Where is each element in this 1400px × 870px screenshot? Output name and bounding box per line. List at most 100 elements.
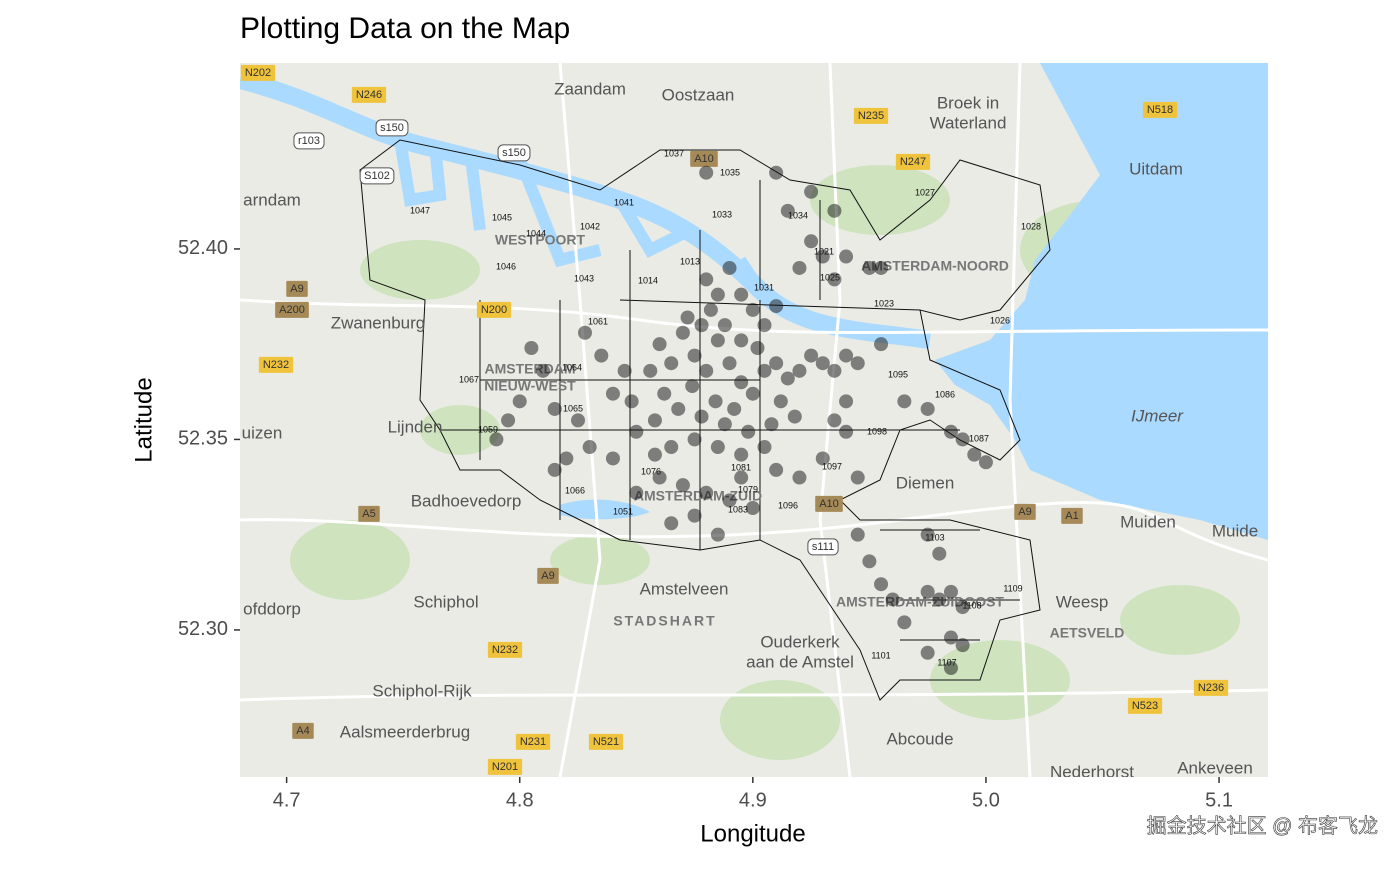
place-label: Zwanenburg [331, 313, 426, 332]
point [885, 592, 900, 607]
point [815, 451, 830, 466]
postcode: 1046 [496, 261, 516, 271]
district-label: NIEUW-WEST [484, 378, 576, 394]
point [862, 554, 877, 569]
point [675, 325, 690, 340]
postcode: 1076 [641, 466, 661, 476]
point [512, 394, 527, 409]
road-label: N523 [1132, 700, 1158, 712]
point [685, 379, 700, 394]
district-label: AMSTERDAM [485, 361, 576, 377]
point [741, 424, 756, 439]
road-label: s150 [502, 147, 526, 159]
road-label: A4 [296, 725, 309, 737]
point [780, 203, 795, 218]
postcode: 1087 [969, 433, 989, 443]
point [955, 638, 970, 653]
road-label: r103 [298, 135, 320, 147]
place-label: Muide [1212, 521, 1258, 540]
point [699, 363, 714, 378]
point [524, 340, 539, 355]
road-label: A9 [290, 283, 303, 295]
place-label: Schiphol [413, 592, 478, 611]
place-label: Ouderkerk [760, 632, 840, 651]
point [874, 260, 889, 275]
map: Zaandam Oostzaan Broek in Waterland Uitd… [240, 63, 1268, 777]
postcode: 1079 [738, 484, 758, 494]
point [647, 447, 662, 462]
road-shield [292, 722, 314, 739]
point [955, 432, 970, 447]
point [671, 401, 686, 416]
point [722, 493, 737, 508]
postcode: 1081 [731, 462, 751, 472]
point [694, 409, 709, 424]
place-label: Muiden [1120, 512, 1176, 531]
road-shield [1127, 697, 1163, 714]
point [657, 386, 672, 401]
road-shield [1014, 503, 1036, 520]
postcode: 1045 [492, 212, 512, 222]
place-label: Uitdam [1129, 159, 1183, 178]
watermark: 掘金技术社区 @ 布客飞龙 [1147, 814, 1378, 837]
postcode: 1059 [478, 424, 498, 434]
road-labels: N202 N246 r103 s150 s150 S102 N235 N247 … [240, 64, 1229, 775]
road-shield [258, 356, 294, 373]
point [839, 394, 854, 409]
postcode: 1013 [680, 256, 700, 266]
postcode: 1028 [1021, 221, 1041, 231]
point [652, 337, 667, 352]
point [943, 630, 958, 645]
point [780, 371, 795, 386]
district-label: AMSTERDAM-NOORD [861, 258, 1009, 274]
point [734, 287, 749, 302]
point [920, 401, 935, 416]
point [727, 401, 742, 416]
postcode: 1098 [867, 426, 887, 436]
point [489, 432, 504, 447]
road-shield [275, 301, 309, 318]
road-shield [690, 150, 718, 167]
point [920, 584, 935, 599]
point [955, 600, 970, 615]
point [792, 470, 807, 485]
point [804, 234, 819, 249]
point [792, 260, 807, 275]
road-shield [895, 153, 931, 170]
place-label: ofddorp [243, 599, 301, 618]
postcode: 1026 [990, 315, 1010, 325]
map-water [394, 139, 765, 294]
point [664, 516, 679, 531]
postcode: 1083 [728, 504, 748, 514]
place-label: Schiphol-Rijk [372, 681, 472, 700]
point [943, 584, 958, 599]
road-shield [815, 495, 843, 512]
place-label: arndam [243, 190, 301, 209]
road-shield [240, 64, 276, 81]
postcode: 1042 [580, 221, 600, 231]
point [874, 577, 889, 592]
road-shield [853, 107, 889, 124]
postcode: 1043 [574, 273, 594, 283]
postcode: 1047 [410, 205, 430, 215]
place-label: Amstelveen [640, 579, 729, 598]
point [699, 165, 714, 180]
place-label: Badhoevedorp [411, 491, 522, 510]
postcode: 1037 [664, 148, 684, 158]
x-tick-label: 4.7 [273, 789, 301, 811]
place-label: Lijnden [388, 417, 443, 436]
point [932, 546, 947, 561]
point [773, 394, 788, 409]
point [629, 485, 644, 500]
road-shield [375, 119, 409, 137]
point [703, 302, 718, 317]
point [717, 417, 732, 432]
point [577, 325, 592, 340]
point [850, 527, 865, 542]
point [710, 333, 725, 348]
road-label: A9 [541, 570, 554, 582]
point [687, 348, 702, 363]
road-shield [1142, 101, 1178, 118]
postcode: 1101 [871, 650, 890, 660]
point [750, 340, 765, 355]
